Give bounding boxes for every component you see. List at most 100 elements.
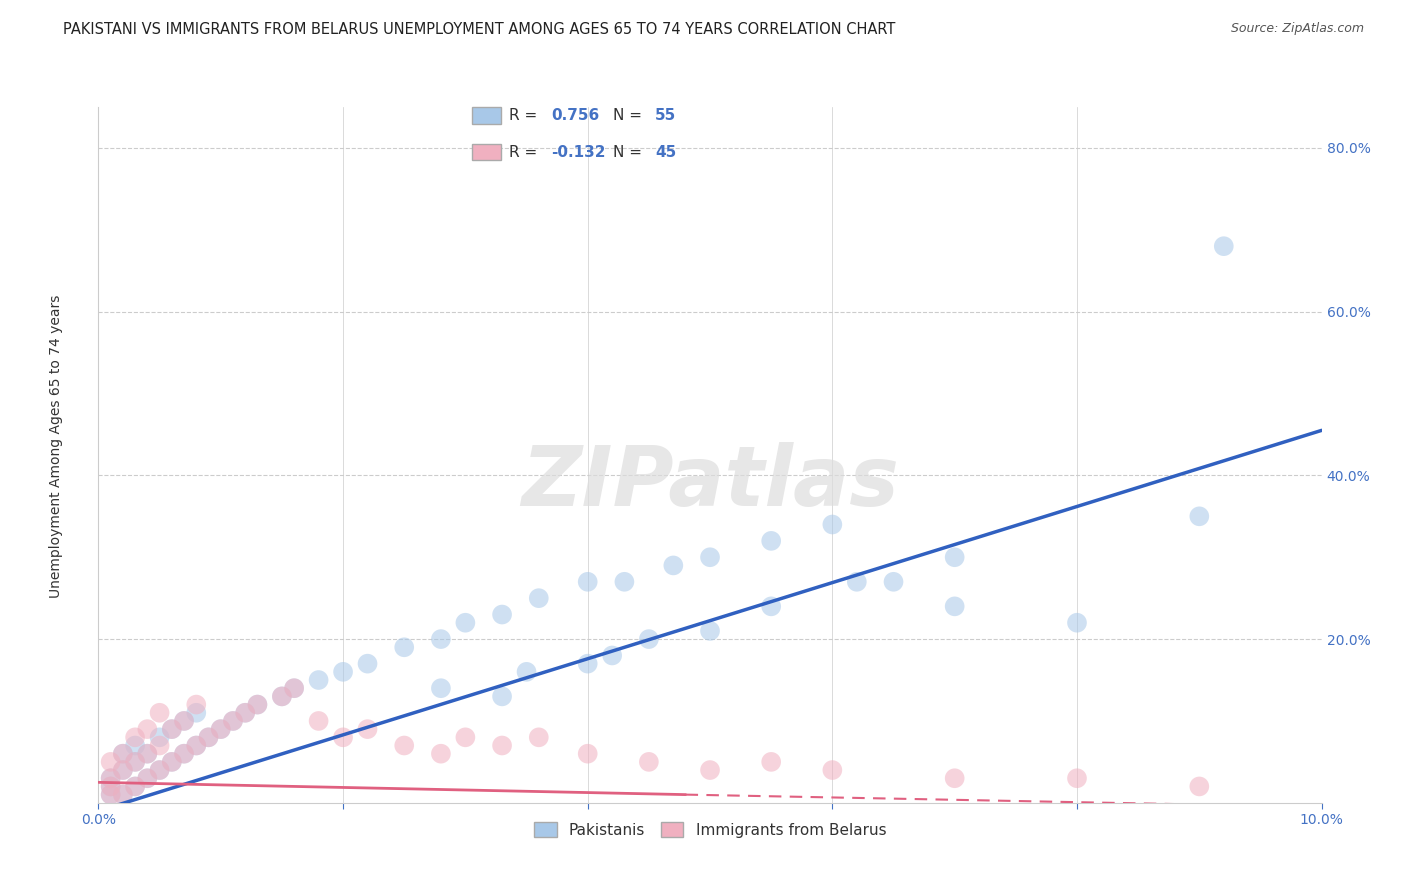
Point — [100, 788, 122, 802]
Text: PAKISTANI VS IMMIGRANTS FROM BELARUS UNEMPLOYMENT AMONG AGES 65 TO 74 YEARS CORR: PAKISTANI VS IMMIGRANTS FROM BELARUS UNE… — [63, 22, 896, 37]
Point — [699, 550, 721, 565]
Point — [124, 780, 146, 794]
Point — [454, 615, 477, 630]
Point — [845, 574, 868, 589]
Point — [527, 731, 550, 745]
Point — [197, 731, 219, 745]
Point — [233, 706, 256, 720]
Point — [430, 681, 453, 696]
Text: 0.756: 0.756 — [551, 108, 599, 123]
Point — [637, 632, 661, 646]
Point — [100, 771, 122, 785]
Point — [883, 574, 905, 589]
Point — [111, 763, 134, 777]
Point — [1212, 239, 1234, 253]
Text: 45: 45 — [655, 145, 676, 160]
Point — [943, 550, 966, 565]
Point — [356, 722, 378, 736]
Point — [246, 698, 269, 712]
Point — [124, 731, 146, 745]
Point — [186, 739, 208, 753]
Point — [356, 657, 378, 671]
Point — [270, 690, 292, 704]
Point — [1188, 780, 1211, 794]
Point — [136, 722, 159, 736]
Point — [308, 714, 330, 728]
Point — [124, 755, 146, 769]
Legend: Pakistanis, Immigrants from Belarus: Pakistanis, Immigrants from Belarus — [527, 815, 893, 844]
Point — [332, 731, 354, 745]
Point — [576, 747, 599, 761]
Point — [209, 722, 232, 736]
Text: N =: N = — [613, 145, 647, 160]
Point — [100, 780, 122, 794]
Point — [699, 624, 721, 638]
Point — [222, 714, 245, 728]
Point — [100, 755, 122, 769]
Point — [149, 763, 172, 777]
Point — [111, 747, 134, 761]
Point — [100, 788, 122, 802]
Point — [160, 755, 183, 769]
Point — [100, 771, 122, 785]
Point — [637, 755, 661, 769]
Point — [136, 771, 159, 785]
Point — [491, 690, 513, 704]
Point — [111, 763, 134, 777]
Point — [283, 681, 305, 696]
Point — [136, 771, 159, 785]
Point — [699, 763, 721, 777]
Point — [430, 747, 453, 761]
Point — [759, 533, 782, 548]
Point — [576, 574, 599, 589]
Point — [173, 714, 195, 728]
Point — [246, 698, 269, 712]
Point — [662, 558, 685, 573]
Point — [454, 731, 477, 745]
Bar — [472, 144, 501, 161]
Point — [186, 698, 208, 712]
Point — [308, 673, 330, 687]
Point — [332, 665, 354, 679]
Point — [491, 607, 513, 622]
Point — [186, 706, 208, 720]
Point — [111, 788, 134, 802]
Point — [209, 722, 232, 736]
Point — [173, 714, 195, 728]
Point — [124, 755, 146, 769]
Point — [149, 763, 172, 777]
Text: R =: R = — [509, 145, 543, 160]
Point — [149, 739, 172, 753]
Text: R =: R = — [509, 108, 543, 123]
Point — [124, 780, 146, 794]
Point — [613, 574, 636, 589]
Point — [943, 599, 966, 614]
Point — [186, 739, 208, 753]
Point — [136, 747, 159, 761]
Text: N =: N = — [613, 108, 647, 123]
Point — [100, 780, 122, 794]
Point — [392, 739, 416, 753]
Point — [160, 722, 183, 736]
Point — [149, 731, 172, 745]
Point — [160, 722, 183, 736]
Point — [821, 517, 844, 532]
Point — [270, 690, 292, 704]
Point — [516, 665, 538, 679]
Point — [759, 755, 782, 769]
Text: Unemployment Among Ages 65 to 74 years: Unemployment Among Ages 65 to 74 years — [49, 294, 63, 598]
Point — [283, 681, 305, 696]
Point — [111, 788, 134, 802]
Point — [160, 755, 183, 769]
Point — [136, 747, 159, 761]
Point — [197, 731, 219, 745]
Point — [821, 763, 844, 777]
Text: ZIPatlas: ZIPatlas — [522, 442, 898, 524]
Point — [576, 657, 599, 671]
Point — [1066, 615, 1088, 630]
Point — [430, 632, 453, 646]
Point — [943, 771, 966, 785]
Point — [759, 599, 782, 614]
Point — [124, 739, 146, 753]
Point — [173, 747, 195, 761]
